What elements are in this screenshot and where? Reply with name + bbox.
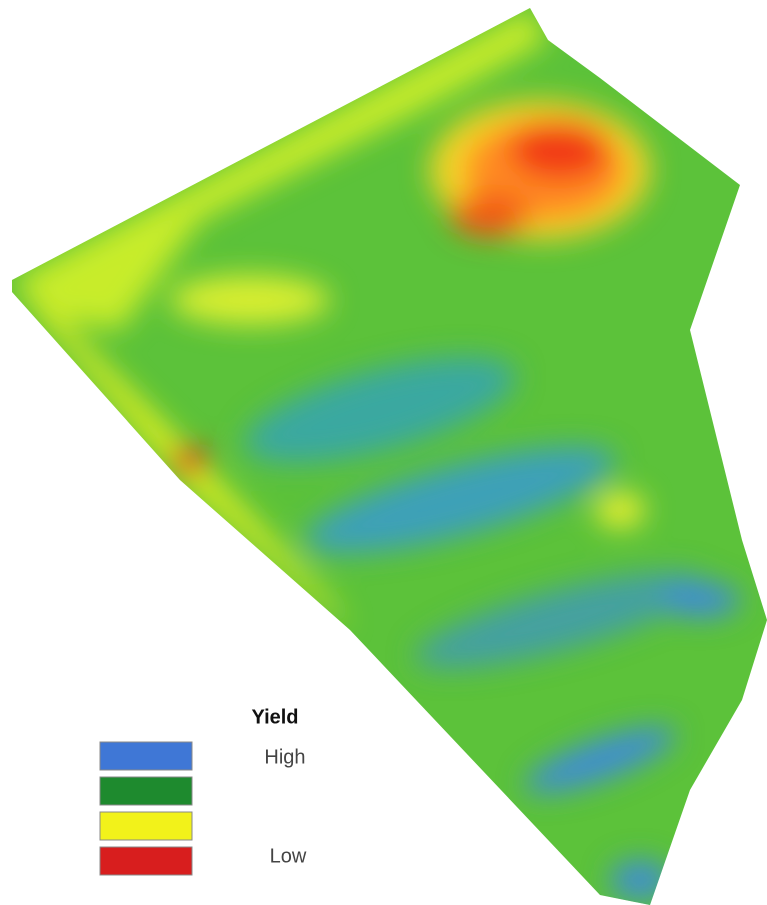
page: Yield High Low (() => { const data = JSO… [0,0,767,905]
legend-high: High [264,746,305,768]
legend-swatch [100,812,192,840]
legend-swatch [100,742,192,770]
legend [100,742,192,875]
legend-title: Yield [251,706,298,728]
legend-low: Low [270,845,307,867]
legend-swatch [100,847,192,875]
yield-map: Yield High Low [0,0,767,905]
legend-swatch [100,777,192,805]
